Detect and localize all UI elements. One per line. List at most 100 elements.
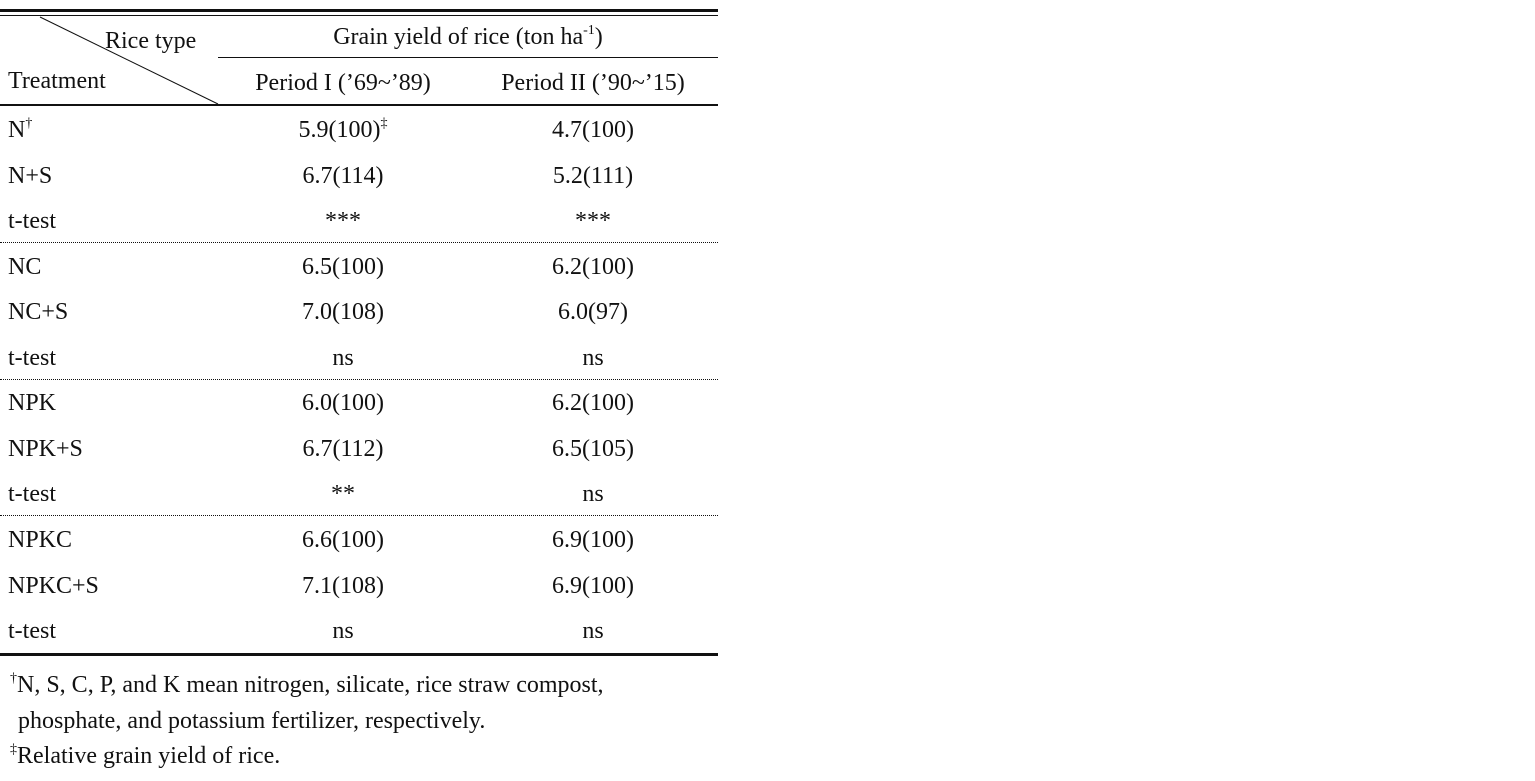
treatment-cell: t-test bbox=[8, 619, 56, 643]
treatment-cell: t-test bbox=[8, 482, 56, 506]
footnote-symbol: † bbox=[10, 671, 17, 686]
period2-cell-text: 6.9(100) bbox=[552, 572, 634, 599]
period1-cell-text: ns bbox=[332, 344, 354, 371]
period1-cell: 6.7(112) bbox=[302, 437, 383, 461]
period2-cell: 6.9(100) bbox=[552, 528, 634, 552]
treatment-cell-text: NPK bbox=[8, 390, 57, 417]
period2-cell: 6.5(105) bbox=[552, 437, 634, 461]
period1-cell: 7.0(108) bbox=[302, 300, 384, 324]
treatment-cell-sup: † bbox=[25, 116, 33, 131]
period1-cell-text: ** bbox=[331, 481, 355, 508]
diagonal-svg bbox=[39, 16, 219, 105]
diagonal-line bbox=[39, 16, 219, 105]
header-yield-sup: -1 bbox=[583, 23, 595, 38]
treatment-cell-text: NPKC+S bbox=[8, 572, 99, 599]
treatment-cell: N+S bbox=[8, 164, 52, 188]
treatment-cell-text: NPKC bbox=[8, 527, 73, 554]
treatment-cell: t-test bbox=[8, 346, 56, 370]
period2-cell-text: 6.2(100) bbox=[552, 253, 634, 280]
footnote-line: †N, S, C, P, and K mean nitrogen, silica… bbox=[10, 671, 604, 698]
treatment-cell: NPK+S bbox=[8, 437, 83, 461]
period1-cell-sup: ‡ bbox=[380, 116, 388, 131]
period1-cell: 6.5(100) bbox=[302, 255, 384, 279]
treatment-cell: NC bbox=[8, 255, 41, 279]
group-separator bbox=[0, 242, 718, 243]
period1-cell-text: 6.5(100) bbox=[302, 253, 384, 280]
period1-cell-text: *** bbox=[325, 208, 361, 234]
period1-cell: 6.0(100) bbox=[302, 391, 384, 415]
treatment-cell-text: t-test bbox=[8, 208, 56, 234]
footnote-text: phosphate, and potassium fertilizer, res… bbox=[18, 707, 486, 734]
period2-cell-text: ns bbox=[582, 344, 604, 371]
footnote-symbol: ‡ bbox=[10, 742, 17, 757]
top-rule bbox=[0, 9, 718, 12]
header-period-1: Period I (’69~’89) bbox=[255, 70, 431, 96]
period2-cell-text: 5.2(111) bbox=[552, 162, 634, 189]
period1-cell: ** bbox=[331, 482, 355, 506]
group-separator bbox=[0, 515, 718, 517]
treatment-cell: N† bbox=[8, 116, 33, 143]
period1-cell: ns bbox=[332, 346, 353, 370]
period1-cell-text: 6.6(100) bbox=[302, 527, 384, 554]
period1-cell: 5.9(100)‡ bbox=[298, 116, 388, 143]
period2-cell: 6.2(100) bbox=[552, 255, 634, 279]
period1-cell-text: 6.0(100) bbox=[302, 390, 384, 417]
period1-cell: 7.1(108) bbox=[302, 574, 384, 598]
period2-cell-text: *** bbox=[575, 208, 611, 234]
period1-cell: *** bbox=[325, 209, 361, 233]
period2-cell-text: ns bbox=[582, 481, 604, 508]
period2-cell-text: 6.2(100) bbox=[552, 390, 634, 417]
treatment-cell-text: N+S bbox=[8, 162, 53, 189]
subheader-rule bbox=[218, 57, 718, 58]
period2-cell-text: 6.9(100) bbox=[552, 527, 634, 554]
period2-cell-text: ns bbox=[582, 618, 604, 645]
period1-cell: ns bbox=[332, 619, 353, 643]
treatment-cell: NPKC+S bbox=[8, 574, 99, 598]
period1-cell: 6.6(100) bbox=[302, 528, 384, 552]
period1-cell-text: 5.9(100) bbox=[298, 117, 381, 143]
treatment-cell-text: NC+S bbox=[8, 299, 69, 326]
footnote-text: N, S, C, P, and K mean nitrogen, silicat… bbox=[17, 672, 604, 698]
period2-cell: ns bbox=[582, 482, 603, 506]
treatment-cell-text: NPK+S bbox=[8, 435, 83, 462]
header-rice-type: Rice type bbox=[105, 28, 197, 54]
period2-cell: ns bbox=[582, 346, 603, 370]
footnote-line: phosphate, and potassium fertilizer, res… bbox=[18, 709, 485, 733]
treatment-cell: NC+S bbox=[8, 300, 68, 324]
treatment-cell: NPKC bbox=[8, 528, 72, 552]
header-rule bbox=[0, 104, 718, 106]
period2-cell: ns bbox=[582, 619, 603, 643]
treatment-cell-text: t-test bbox=[8, 481, 56, 508]
header-yield: Grain yield of rice (ton ha-1) bbox=[333, 23, 603, 50]
footnote-text: Relative grain yield of rice. bbox=[17, 743, 281, 769]
period2-cell: 6.0(97) bbox=[558, 300, 628, 324]
treatment-cell-text: t-test bbox=[8, 618, 56, 645]
period2-cell: 6.9(100) bbox=[552, 574, 634, 598]
period2-cell: *** bbox=[575, 209, 611, 233]
period2-cell: 6.2(100) bbox=[552, 391, 634, 415]
period1-cell-text: 6.7(112) bbox=[302, 435, 384, 462]
period1-cell: 6.7(114) bbox=[302, 164, 383, 188]
footnote-line: ‡Relative grain yield of rice. bbox=[10, 742, 281, 769]
period2-cell-text: 6.0(97) bbox=[558, 299, 628, 326]
period2-cell: 4.7(100) bbox=[552, 118, 634, 142]
period1-cell-text: 7.0(108) bbox=[302, 299, 384, 326]
treatment-cell-text: N bbox=[8, 117, 26, 143]
period1-cell-text: 7.1(108) bbox=[302, 572, 384, 599]
treatment-cell-text: NC bbox=[8, 253, 42, 280]
group-separator bbox=[0, 378, 718, 380]
bottom-rule bbox=[0, 653, 718, 656]
treatment-cell-text: t-test bbox=[8, 344, 56, 371]
header-treatment: Treatment bbox=[8, 68, 106, 94]
period1-cell-text: 6.7(114) bbox=[302, 162, 384, 189]
header-yield-end: ) bbox=[594, 24, 603, 50]
period2-cell-text: 4.7(100) bbox=[552, 117, 634, 143]
period1-cell-text: ns bbox=[332, 618, 354, 645]
header-yield-text: Grain yield of rice (ton ha bbox=[333, 24, 584, 50]
treatment-cell: t-test bbox=[8, 209, 56, 233]
period2-cell-text: 6.5(105) bbox=[552, 435, 634, 462]
treatment-cell: NPK bbox=[8, 391, 56, 415]
header-period-2: Period II (’90~’15) bbox=[501, 70, 685, 96]
period2-cell: 5.2(111) bbox=[553, 164, 633, 188]
